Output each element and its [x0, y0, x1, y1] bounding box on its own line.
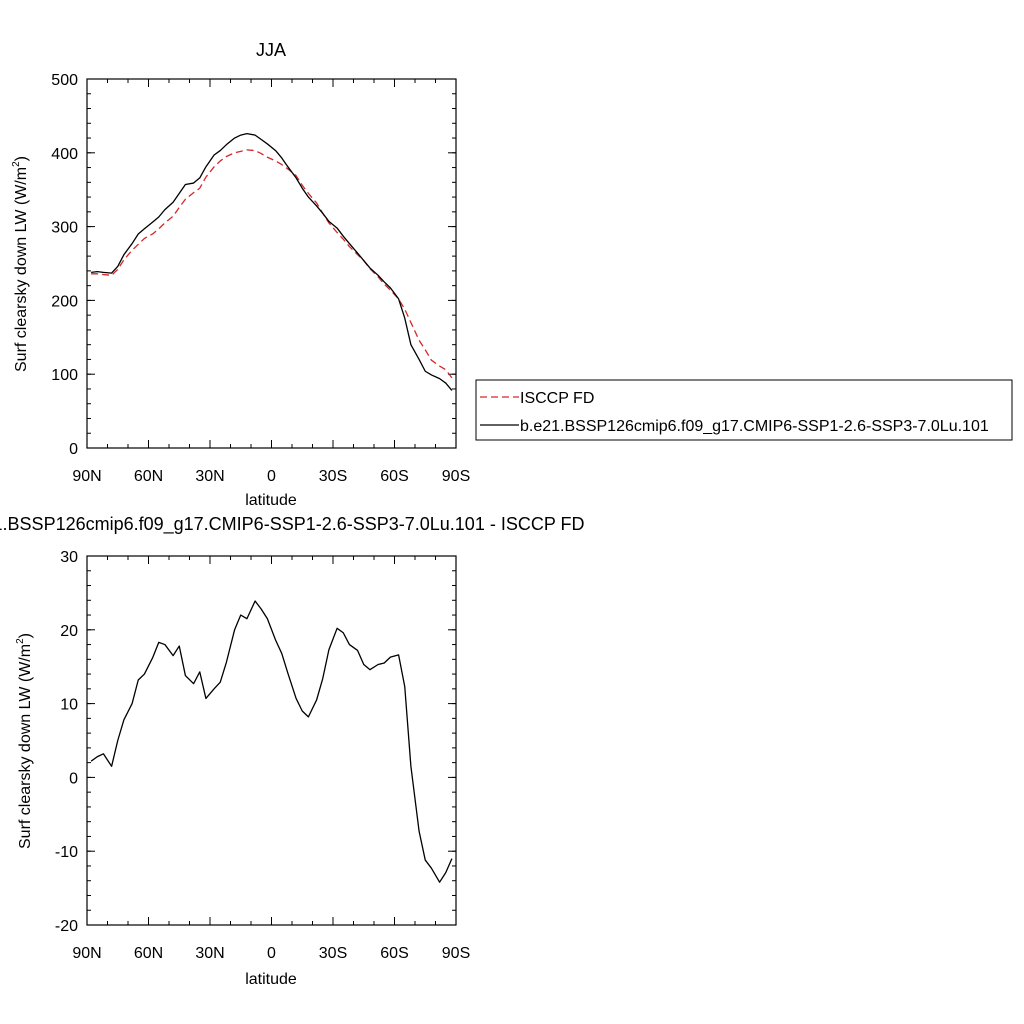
bottom-series-lines	[90, 600, 453, 883]
bottom-ytick-label-2: 0	[69, 770, 78, 787]
legend-label-isccp: ISCCP FD	[520, 390, 594, 407]
bottom-chart-title: b.e21.BSSP126cmip6.f09_g17.CMIP6-SSP1-2.…	[0, 514, 585, 535]
top-ytick-label-5: 500	[51, 72, 78, 89]
top-panel: JJA 90N 60N 30N 0 30S 60S 90S0100200300400500 …	[11, 40, 470, 509]
bottom-plot-frame	[86, 555, 457, 926]
top-xtick-label-0: 90N	[72, 468, 101, 485]
top-xtick-label-3: 0	[267, 468, 276, 485]
bottom-axis-ticks: 90N 60N 30N 0 30S 60S 90S -20 -10 0 10 20 30	[55, 549, 470, 962]
top-ytick-label-0: 0	[69, 441, 78, 458]
bottom-ytick-label-5: 30	[60, 549, 78, 566]
top-xtick-label-1: 60N	[134, 468, 163, 485]
legend: ISCCP FD b.e21.BSSP126cmip6.f09_g17.CMIP…	[475, 379, 1013, 441]
bottom-xtick-label-6: 90S	[442, 945, 470, 962]
legend-label-model: b.e21.BSSP126cmip6.f09_g17.CMIP6-SSP1-2.…	[520, 418, 989, 435]
bottom-xtick-label-0: 90N	[72, 945, 101, 962]
bottom-xtick-label-2: 30N	[195, 945, 224, 962]
top-series-line-1	[91, 132, 453, 391]
bottom-x-axis-label: latitude	[245, 971, 297, 988]
top-ytick-label-2: 200	[51, 293, 78, 310]
legend-box	[475, 379, 1013, 441]
top-ytick-label-1: 100	[51, 367, 78, 384]
bottom-ytick-label-0: -20	[55, 918, 78, 935]
bottom-xtick-label-5: 60S	[380, 945, 408, 962]
top-ytick-label-3: 300	[51, 220, 78, 237]
top-xtick-label-2: 30N	[195, 468, 224, 485]
bottom-ytick-label-1: -10	[55, 844, 78, 861]
bottom-panel: b.e21.BSSP126cmip6.f09_g17.CMIP6-SSP1-2.…	[0, 514, 585, 988]
bottom-xtick-label-3: 0	[267, 945, 276, 962]
top-xtick-label-4: 30S	[319, 468, 347, 485]
top-ytick-label-4: 400	[51, 146, 78, 163]
top-chart-title: JJA	[256, 40, 286, 60]
bottom-ytick-label-4: 20	[60, 623, 78, 640]
top-plot-frame	[86, 78, 457, 449]
bottom-y-axis-label: Surf clearsky down LW (W/m2)	[15, 633, 34, 849]
top-x-axis-label: latitude	[245, 492, 297, 509]
bottom-xtick-label-1: 60N	[134, 945, 163, 962]
top-series-lines	[91, 132, 453, 391]
bottom-xtick-label-4: 30S	[319, 945, 347, 962]
top-y-axis-label: Surf clearsky down LW (W/m2)	[11, 156, 30, 372]
top-series-line-0	[91, 149, 453, 379]
bottom-series-line-0	[90, 600, 453, 883]
top-axis-ticks: 90N 60N 30N 0 30S 60S 90S 0 100 200 300 400 500	[51, 72, 470, 485]
top-xtick-label-6: 90S	[442, 468, 470, 485]
bottom-ytick-label-3: 10	[60, 697, 78, 714]
top-xtick-label-5: 60S	[380, 468, 408, 485]
